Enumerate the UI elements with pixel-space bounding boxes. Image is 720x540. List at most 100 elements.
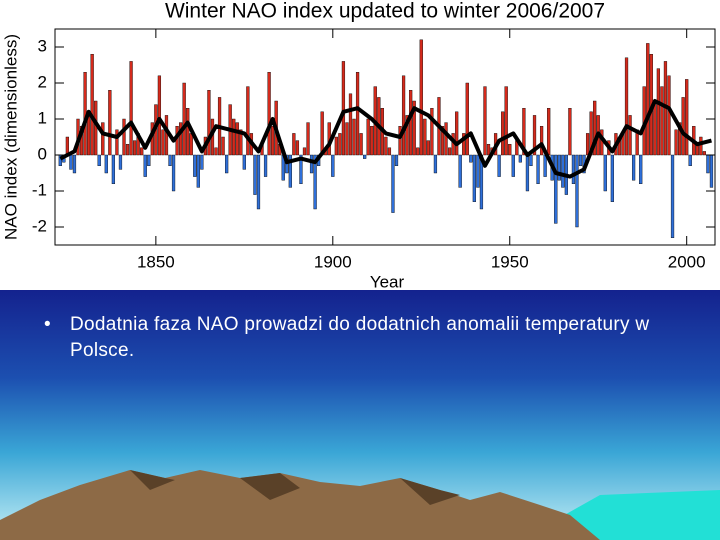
bar: [529, 154, 533, 167]
bar: [670, 154, 675, 239]
bar: [575, 154, 579, 228]
bar: [504, 86, 508, 156]
bar: [511, 154, 515, 177]
bar: [483, 86, 487, 156]
bar: [384, 136, 388, 156]
bar: [536, 154, 540, 184]
bar: [688, 154, 692, 167]
bar: [256, 154, 261, 210]
x-tick-label: 1950: [491, 252, 529, 271]
bar: [171, 154, 176, 192]
bar: [196, 154, 200, 188]
bar: [568, 107, 572, 156]
bar: [111, 154, 116, 184]
bar: [646, 43, 650, 156]
bar: [338, 133, 342, 156]
bar: [631, 154, 636, 181]
x-axis-label: Year: [370, 272, 405, 290]
bar: [122, 118, 126, 156]
bar: [359, 133, 363, 156]
bar: [508, 143, 512, 156]
bar: [288, 154, 292, 188]
bar: [157, 75, 162, 156]
bar: [182, 82, 186, 156]
bar: [522, 107, 526, 156]
bar: [147, 154, 151, 167]
bar: [143, 154, 147, 177]
plot-frame: [54, 28, 716, 246]
bar: [539, 125, 544, 156]
bar: [331, 154, 335, 177]
bar: [653, 100, 657, 156]
bar: [370, 125, 374, 156]
bar: [628, 115, 632, 156]
bar: [412, 100, 416, 156]
bar: [72, 154, 77, 174]
bar: [295, 140, 300, 156]
bar: [292, 133, 296, 156]
bar: [561, 154, 565, 188]
bar: [313, 154, 317, 210]
bar: [101, 122, 105, 156]
bar: [656, 68, 660, 156]
bar: [685, 79, 689, 156]
y-tick-label: -2: [32, 216, 47, 235]
bar: [352, 118, 356, 156]
bar: [486, 143, 491, 156]
bar: [557, 154, 561, 181]
bar: [271, 125, 275, 156]
bar: [458, 154, 462, 188]
bar: [525, 154, 530, 192]
bar: [401, 75, 406, 156]
trend-line: [59, 99, 712, 179]
bar: [168, 154, 172, 167]
bar: [320, 111, 324, 156]
mountain-shade: [130, 470, 175, 490]
x-tick-label: 1900: [314, 252, 352, 271]
bar: [430, 107, 434, 156]
y-tick-label: 3: [38, 36, 47, 55]
bar: [125, 143, 130, 156]
bar: [94, 100, 98, 156]
bar: [469, 154, 473, 163]
bar: [571, 154, 576, 184]
bar: [348, 93, 353, 156]
bar: [578, 154, 583, 167]
bar: [416, 147, 420, 156]
bar: [677, 122, 682, 156]
bar: [387, 147, 392, 156]
bar: [193, 154, 197, 177]
bar: [69, 154, 73, 170]
bar: [253, 154, 257, 195]
bar: [133, 140, 137, 156]
x-tick-label: 1850: [137, 252, 175, 271]
chart: Winter NAO index updated to winter 2006/…: [1, 0, 716, 290]
bar: [610, 154, 614, 202]
x-tick-label: 2000: [668, 252, 706, 271]
bar: [447, 147, 452, 156]
bar: [426, 140, 430, 156]
mountain-shade: [240, 473, 300, 500]
bar: [186, 107, 190, 156]
bar: [518, 154, 522, 163]
y-tick-label: 0: [38, 144, 47, 163]
bar: [472, 154, 476, 202]
chart-title: Winter NAO index updated to winter 2006/…: [165, 0, 605, 23]
bar: [547, 107, 551, 156]
bar: [603, 154, 607, 192]
bullet-text: Dodatnia faza NAO prowadzi do dodatnich …: [44, 312, 660, 364]
bar: [239, 129, 243, 156]
y-tick-label: 1: [38, 108, 47, 127]
bar: [309, 154, 314, 174]
y-tick-label: 2: [38, 72, 47, 91]
bar: [433, 154, 438, 174]
bar: [161, 129, 165, 156]
bar: [398, 125, 402, 156]
bar: [440, 125, 445, 156]
bar: [423, 118, 427, 156]
bar: [366, 118, 370, 156]
bar: [706, 154, 710, 174]
bar: [405, 115, 409, 156]
bar: [667, 75, 671, 156]
bar: [235, 122, 239, 156]
